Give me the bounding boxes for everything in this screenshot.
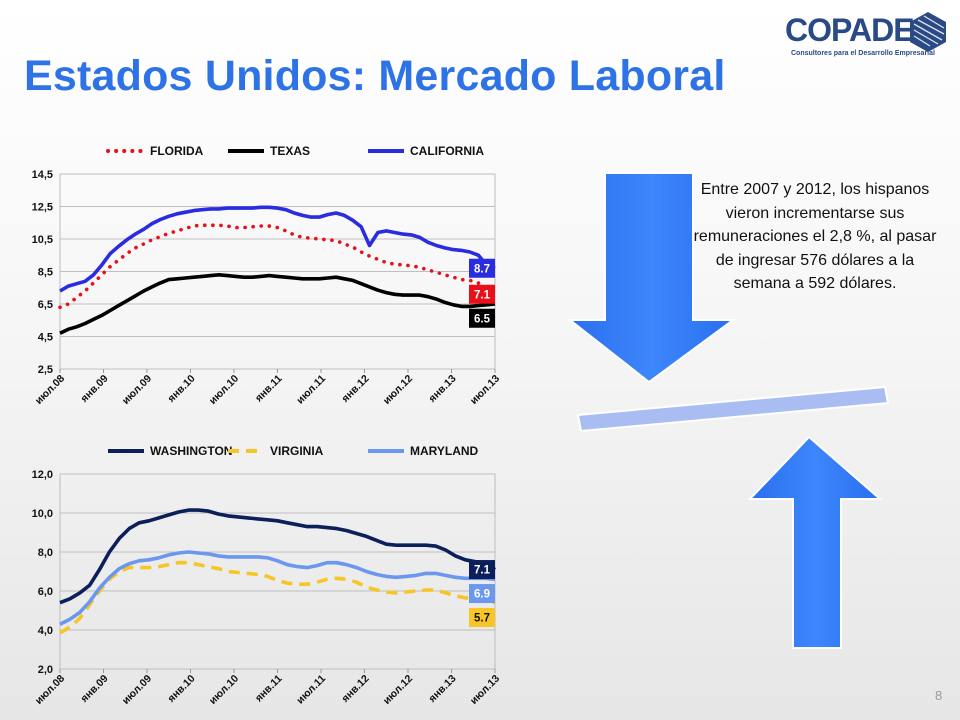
end-label-box xyxy=(469,560,495,580)
legend-label-washington: WASHINGTON xyxy=(150,444,232,458)
state-rates-chart-1: 2,5 4,5 6,5 8,5 10,5 12,5 14,5 июл.08 янв.09 июл.… xyxy=(32,144,503,407)
legend-label-maryland: MARYLAND xyxy=(410,444,479,458)
down-arrow-icon xyxy=(567,172,737,384)
y-tick-label: 2,5 xyxy=(38,364,53,376)
state-rates-chart-2: 2,0 4,0 6,0 8,0 10,0 12,0 июл.08 янв.09 июл.09 ян… xyxy=(32,444,503,707)
page-title: Estados Unidos: Mercado Laboral xyxy=(24,52,726,100)
end-label-virginia: 5.7 xyxy=(474,613,490,625)
x-tick-label: июл.12 xyxy=(381,673,415,707)
salary-note: Entre 2007 y 2012, los hispanos vieron i… xyxy=(693,181,937,292)
y-tick-label: 8,0 xyxy=(38,547,53,559)
logo-globe-icon xyxy=(910,12,946,52)
x-tick-label: янв.10 xyxy=(165,373,197,405)
x-tick-label: июл.12 xyxy=(381,373,415,407)
end-label-box xyxy=(469,308,495,328)
end-label-maryland: 6.9 xyxy=(474,589,490,601)
x-tick-label: июл.13 xyxy=(468,373,502,407)
y-tick-label: 2,0 xyxy=(38,664,53,676)
end-label-box xyxy=(469,584,495,604)
x-tick-label: янв.09 xyxy=(78,673,110,705)
x-tick-label: июл.09 xyxy=(120,673,154,707)
logo-subtitle: Consultores para el Desarrollo Empresari… xyxy=(791,50,935,57)
x-tick-label: июл.08 xyxy=(33,673,67,707)
x-tick-label: июл.11 xyxy=(294,373,328,407)
legend-label-florida: FLORIDA xyxy=(150,144,204,158)
end-label-box xyxy=(469,608,495,628)
end-label-texas: 6.5 xyxy=(474,313,491,325)
x-tick-label: янв.13 xyxy=(426,673,458,705)
end-label-box xyxy=(469,284,495,304)
series-line-texas xyxy=(59,273,496,335)
x-tick-label: июл.11 xyxy=(294,673,328,707)
legend-label-california: CALIFORNIA xyxy=(410,144,484,158)
series-line-maryland xyxy=(59,550,496,626)
plot-frame xyxy=(59,473,496,670)
x-tick-label: июл.10 xyxy=(207,673,241,707)
y-tick-label: 12,0 xyxy=(32,469,53,481)
x-tick-label: июл.08 xyxy=(33,373,67,407)
end-label-florida: 7.1 xyxy=(474,289,491,301)
up-arrow-icon xyxy=(747,435,883,649)
series-line-florida xyxy=(58,223,497,310)
y-tick-label: 10,5 xyxy=(32,234,53,246)
y-tick-label: 8,5 xyxy=(38,267,53,279)
end-label-california: 8.7 xyxy=(474,263,490,275)
x-tick-label: янв.10 xyxy=(165,673,197,705)
x-tick-label: июл.10 xyxy=(207,373,241,407)
y-tick-label: 4,0 xyxy=(38,625,53,637)
x-tick-label: июл.09 xyxy=(120,373,154,407)
x-tick-label: янв.11 xyxy=(253,673,285,705)
logo-text: COPADES xyxy=(785,12,935,48)
end-label-washington: 7.1 xyxy=(474,565,491,577)
series-line-california xyxy=(59,205,496,293)
series-line-virginia xyxy=(59,560,496,635)
x-tick-label: янв.12 xyxy=(339,673,371,705)
y-tick-label: 6,0 xyxy=(38,586,53,598)
x-tick-label: янв.11 xyxy=(253,373,285,405)
x-tick-label: янв.13 xyxy=(426,373,458,405)
y-tick-label: 6,5 xyxy=(38,299,53,311)
series-line-washington xyxy=(59,508,497,605)
balance-bar xyxy=(576,385,890,433)
page-number: 8 xyxy=(935,688,943,703)
y-tick-label: 10,0 xyxy=(32,508,53,520)
balance-arrows-graphic xyxy=(567,172,890,649)
y-tick-label: 4,5 xyxy=(38,332,53,344)
legend-label-texas: TEXAS xyxy=(270,144,310,158)
y-tick-label: 12,5 xyxy=(32,202,53,214)
x-tick-label: янв.12 xyxy=(339,373,371,405)
x-tick-label: янв.09 xyxy=(78,373,110,405)
legend-label-virginia: VIRGINIA xyxy=(270,444,324,458)
y-tick-label: 14,5 xyxy=(32,169,53,181)
x-tick-label: июл.13 xyxy=(468,673,502,707)
company-logo: COPADES Consultores para el Desarrollo E… xyxy=(785,12,950,62)
end-label-box xyxy=(469,258,495,278)
